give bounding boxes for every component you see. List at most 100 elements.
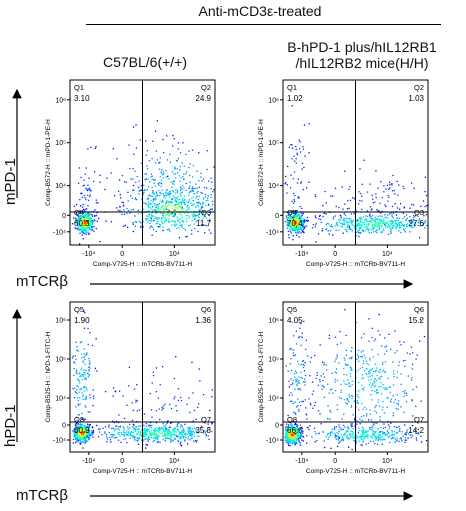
event-dot xyxy=(180,432,182,434)
event-dot xyxy=(134,439,136,441)
event-dot xyxy=(414,224,417,227)
event-dot xyxy=(155,435,157,437)
event-dot xyxy=(167,214,169,216)
event-dot xyxy=(182,427,184,429)
event-dot xyxy=(380,231,383,233)
event-dot xyxy=(337,438,339,440)
event-dot xyxy=(119,426,121,428)
event-dot xyxy=(166,229,169,231)
event-dot xyxy=(293,225,296,227)
quadrant-value: 60.3 xyxy=(74,219,90,228)
event-dot xyxy=(77,386,79,388)
event-dot xyxy=(417,428,419,430)
event-dot xyxy=(325,435,327,438)
event-dot xyxy=(415,437,417,439)
event-dot xyxy=(112,395,114,397)
event-dot xyxy=(147,206,149,208)
event-dot xyxy=(344,214,347,216)
event-dot xyxy=(297,425,299,427)
event-dot xyxy=(151,433,154,435)
event-dot xyxy=(361,435,363,438)
event-dot xyxy=(412,352,414,354)
event-dot xyxy=(420,220,422,222)
event-dot xyxy=(85,369,87,371)
event-dot xyxy=(209,409,211,412)
event-dot xyxy=(75,372,77,374)
event-dot xyxy=(173,207,175,209)
event-dot xyxy=(202,224,204,226)
event-dot xyxy=(76,416,78,418)
event-dot xyxy=(291,219,293,221)
event-dot xyxy=(164,427,167,429)
event-dot xyxy=(366,210,369,212)
event-dot xyxy=(285,423,288,425)
event-dot xyxy=(80,431,82,433)
event-dot xyxy=(296,434,299,436)
event-dot xyxy=(410,346,412,348)
event-dot xyxy=(357,357,360,359)
x-tick-label: -10⁴ xyxy=(295,251,308,258)
event-dot xyxy=(298,139,300,141)
event-dot xyxy=(299,434,302,436)
event-dot xyxy=(73,361,75,363)
event-dot xyxy=(322,384,324,387)
event-dot xyxy=(389,400,392,402)
event-dot xyxy=(329,230,332,232)
event-dot xyxy=(368,223,370,225)
event-dot xyxy=(300,226,302,228)
event-dot xyxy=(167,430,169,433)
event-dot xyxy=(84,427,87,429)
event-dot xyxy=(409,207,411,209)
event-dot xyxy=(288,386,290,388)
event-dot xyxy=(176,423,179,425)
event-dot xyxy=(338,396,341,399)
event-dot xyxy=(330,431,332,434)
event-dot xyxy=(386,406,388,408)
event-dot xyxy=(307,220,309,222)
event-dot xyxy=(75,212,78,214)
event-dot xyxy=(197,230,199,233)
event-dot xyxy=(176,201,178,204)
event-dot xyxy=(108,424,110,426)
event-dot xyxy=(82,395,84,398)
event-dot xyxy=(197,198,200,200)
event-dot xyxy=(323,396,325,398)
event-dot xyxy=(345,229,348,231)
event-dot xyxy=(365,430,367,432)
event-dot xyxy=(318,218,320,220)
event-dot xyxy=(386,433,388,435)
event-dot xyxy=(160,193,162,195)
event-dot xyxy=(316,372,319,374)
event-dot xyxy=(412,388,414,391)
event-dot xyxy=(294,422,297,424)
event-dot xyxy=(365,226,367,228)
event-dot xyxy=(383,423,385,425)
event-dot xyxy=(191,203,193,205)
event-dot xyxy=(131,197,134,199)
event-dot xyxy=(90,217,92,219)
event-dot xyxy=(384,371,386,373)
event-dot xyxy=(79,382,81,384)
event-dot xyxy=(149,433,152,435)
event-dot xyxy=(147,440,150,442)
event-dot xyxy=(293,335,295,337)
title-underline xyxy=(86,24,441,25)
event-dot xyxy=(348,224,350,226)
event-dot xyxy=(389,223,392,225)
event-dot xyxy=(370,394,372,396)
event-dot xyxy=(302,148,305,150)
event-dot xyxy=(86,440,88,442)
event-dot xyxy=(88,432,90,434)
event-dot xyxy=(173,173,175,175)
column-header-right-line2: /hIL12RB2 mice(H/H) xyxy=(295,55,429,71)
event-dot xyxy=(176,192,178,194)
event-dot xyxy=(110,221,113,223)
event-dot xyxy=(178,213,180,215)
event-dot xyxy=(147,439,149,442)
event-dot xyxy=(181,435,183,437)
event-dot xyxy=(75,437,78,439)
event-dot xyxy=(142,193,144,195)
event-dot xyxy=(378,224,381,226)
event-dot xyxy=(295,215,297,217)
event-dot xyxy=(95,199,97,201)
